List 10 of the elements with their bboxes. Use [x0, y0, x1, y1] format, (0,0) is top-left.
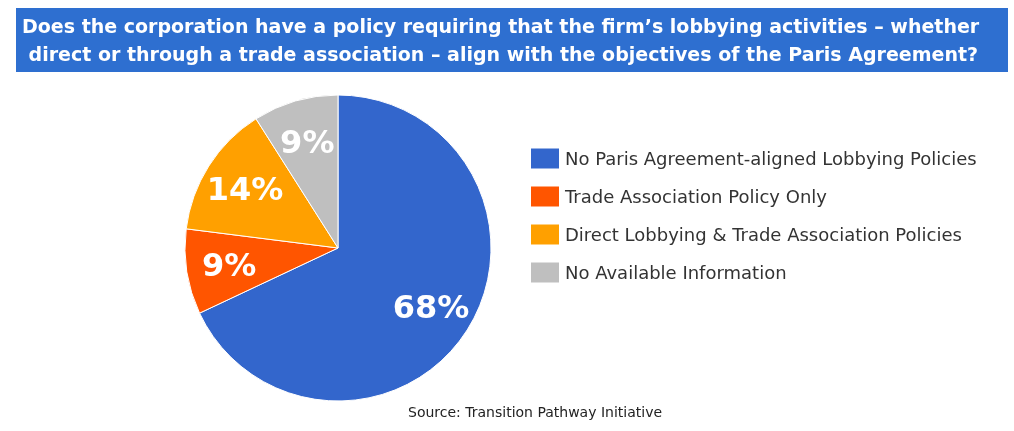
legend-label: Direct Lobbying & Trade Association Policies	[565, 224, 962, 245]
data-label: 68%	[392, 288, 470, 327]
data-label: 9%	[280, 123, 335, 162]
chart-title: Does the corporation have a policy requiring that the firm’s lobbying activities – whether direct or through a trade association – align with the objectives of the Paris Agreement?	[22, 15, 980, 65]
legend-label: No Available Information	[565, 262, 787, 283]
source-note: Source: Transition Pathway Initiative	[408, 404, 663, 420]
legend-label: No Paris Agreement-aligned Lobbying Policies	[565, 148, 977, 169]
data-label: 9%	[202, 246, 257, 285]
data-label: 14%	[206, 169, 284, 208]
legend-label: Trade Association Policy Only	[564, 186, 828, 207]
